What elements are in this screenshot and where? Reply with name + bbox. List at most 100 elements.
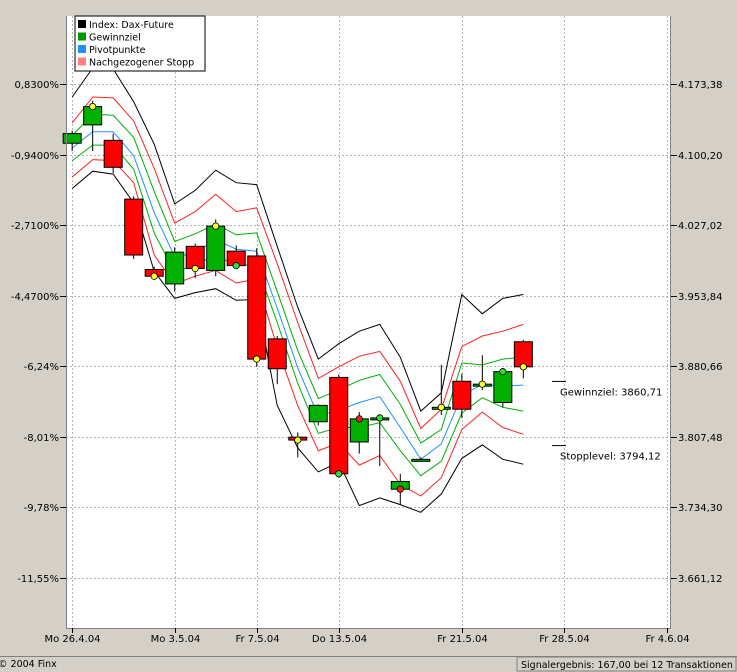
signal-dot [253,355,261,363]
band-red-upper [71,96,524,430]
candle [288,432,308,458]
candle [165,247,185,292]
x-tick-label: Fr 4.6.04 [645,634,689,645]
legend-label: Index: Dax-Future [89,20,174,31]
candle [247,248,267,367]
candles [62,100,533,505]
candle-body [513,341,533,368]
signal-summary: Signalergebnis: 167,00 bei 12 Transaktio… [521,660,733,671]
grid [66,16,671,628]
signal-dot [519,363,527,371]
left-tick-label: -8,01% [24,433,59,444]
candle-body [452,380,472,410]
candle-body [103,139,123,168]
candle [493,368,513,408]
x-tick-label: Fr 7.5.04 [235,634,279,645]
signal-dot [212,222,220,230]
right-axis: 4.173,38 4.100,20 4.027,02 3.953,84 3.880,66… [671,80,723,585]
signal-dot [335,470,343,478]
right-tick-label: 3.880,66 [678,362,723,373]
signal-dot [191,264,199,273]
left-axis: 0,8300% -0,9400% -2,7100% -4,4700% -6,24% -8,… [11,80,66,585]
candle-body [206,225,226,271]
candle-body [308,404,328,423]
x-tick-label: Do 13.5.04 [312,634,367,645]
candle [390,473,410,505]
annotations: Gewinnziel: 3860,71 Stopplevel: 3794,12 [552,380,662,463]
candle [124,196,144,259]
right-tick-label: 3.734,30 [678,503,723,514]
candle [62,130,82,151]
candle-body [62,133,82,144]
x-axis: Mo 26.4.04 Mo 3.5.04 Fr 7.5.04 Do 13.5.04 Fr… [44,628,690,645]
right-tick-label: 4.027,02 [678,221,723,232]
band-pivot [71,131,524,461]
candle [329,374,349,478]
legend-box [74,15,206,72]
left-tick-label: -6,24% [24,362,59,373]
annotation-label: Stopplevel: 3794,12 [560,452,661,463]
signal-dot [396,485,404,493]
signal-dot [437,403,445,411]
signal-dot [499,368,507,376]
candle [83,100,103,151]
candle [472,355,492,390]
candle-body [329,376,349,475]
signal-dot [376,414,384,422]
candle [370,414,390,467]
x-tick-label: Mo 26.4.04 [44,634,100,645]
copyright-text: © 2004 Finx [0,659,57,670]
legend-swatch [78,32,86,41]
candle-body [267,338,287,370]
candle-body [493,371,513,403]
band-green-lower [71,144,524,477]
right-tick-label: 4.100,20 [678,151,723,162]
left-tick-label: -0,9400% [11,151,59,162]
candle-body [124,198,144,256]
candle [206,219,226,277]
candle [226,245,246,270]
signal-dot [478,380,486,388]
signal-dot [294,436,302,444]
annotation-label: Gewinnziel: 3860,71 [560,387,662,398]
candle-body [411,458,431,462]
signal-dot [355,415,363,423]
left-tick-label: -9,78% [24,503,59,514]
signal-dot [232,262,240,270]
candle [267,335,287,385]
legend-label: Pivotpunkte [89,45,146,56]
candle [431,364,451,416]
candle [513,339,533,379]
x-tick-label: Fr 28.5.04 [539,634,589,645]
candle [185,243,205,279]
band-red-lower [71,159,524,497]
signal-dot [89,102,97,111]
summary-box [516,656,737,672]
left-tick-label: -2,7100% [11,221,59,232]
x-tick-label: Mo 3.5.04 [151,634,201,645]
x-tick-label: Fr 21.5.04 [437,634,487,645]
right-tick-label: 3.807,48 [678,433,723,444]
right-tick-label: 3.953,84 [678,292,723,303]
candle-body [247,255,267,360]
legend-swatch [78,20,86,28]
right-tick-label: 4.173,38 [678,80,723,91]
candle [349,412,369,454]
signal-dot [150,272,158,280]
candle [411,457,431,462]
candle [308,404,328,426]
left-tick-label: -11,55% [17,574,59,585]
candle-body [165,251,185,285]
plot-area [66,16,671,628]
legend-swatch [78,57,86,66]
candle [452,373,472,418]
left-tick-label: 0,8300% [15,80,60,91]
band-black-upper [71,67,524,412]
legend-label: Nachgezogener Stopp [89,58,194,69]
left-tick-label: -4,4700% [11,292,59,303]
right-tick-label: 3.661,12 [678,574,723,585]
candle [144,266,164,280]
legend-label: Gewinnziel [89,33,141,44]
candle [103,133,123,174]
